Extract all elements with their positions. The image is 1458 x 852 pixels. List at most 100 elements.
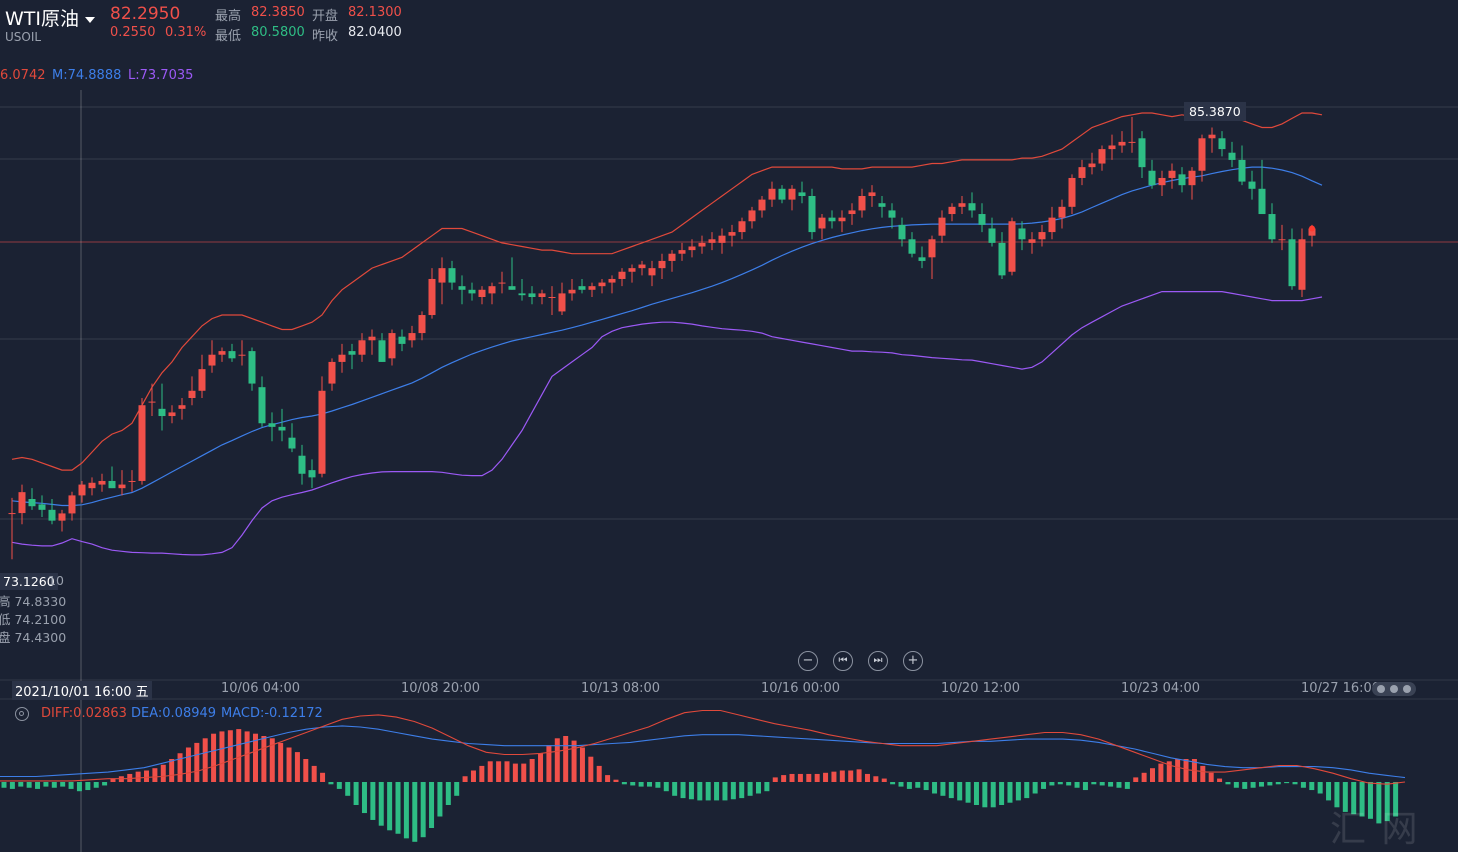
macd-bar: [1183, 759, 1189, 782]
macd-bar: [655, 782, 661, 788]
candle-body: [1078, 167, 1086, 178]
candle-body: [298, 455, 306, 474]
macd-bar: [1041, 782, 1047, 789]
macd-bar: [68, 782, 74, 789]
macd-bar: [185, 747, 191, 782]
macd-bar: [1208, 772, 1214, 782]
x-axis-label: 10/27 16:00: [1301, 681, 1381, 696]
candle-body: [368, 336, 376, 341]
macd-bar: [831, 771, 837, 782]
macd-bar: [873, 776, 879, 782]
macd-bar: [772, 777, 778, 782]
candle-body: [1268, 214, 1276, 240]
macd-bar: [621, 782, 627, 785]
macd-bar: [814, 773, 820, 782]
candle-body: [608, 278, 616, 283]
candle-body: [68, 495, 76, 514]
macd-bar: [1200, 765, 1206, 782]
macd-bar: [43, 782, 49, 787]
macd-bar: [1099, 782, 1105, 786]
ohlc-high: 高 74.8330: [0, 594, 67, 609]
candle-body: [928, 239, 936, 258]
price-change-percent: 0.31%: [165, 25, 207, 40]
candle-body: [138, 405, 146, 481]
macd-bar: [1, 782, 7, 788]
macd-bar: [529, 759, 535, 782]
candle-body: [618, 271, 626, 279]
candle-body: [768, 188, 776, 200]
candle-body: [578, 286, 586, 290]
macd-bar: [1007, 782, 1013, 803]
candle-body: [508, 286, 516, 290]
zoom-out-button[interactable]: −: [798, 651, 818, 671]
x-axis-label: 10/20 12:00: [941, 681, 1021, 696]
candle-body: [808, 196, 816, 233]
macd-bar: [1082, 782, 1088, 791]
candle-body: [958, 203, 966, 207]
candle-body: [588, 286, 596, 290]
macd-bar: [278, 742, 284, 782]
candle-body: [988, 228, 996, 243]
macd-bar: [370, 782, 376, 820]
candle-body: [628, 268, 636, 272]
macd-bar: [429, 782, 435, 828]
boll-mid-label: M:74.8888: [52, 68, 122, 83]
zoom-in-button[interactable]: +: [903, 651, 923, 671]
macd-bar: [18, 782, 24, 787]
diff-line: [0, 709, 1406, 785]
candle-body: [478, 289, 486, 297]
macd-bar: [755, 782, 761, 794]
macd-bar: [1351, 782, 1357, 815]
candle-body: [908, 239, 916, 254]
macd-bar: [764, 782, 770, 792]
macd-bar: [940, 782, 946, 796]
open-label: 开盘: [312, 9, 339, 24]
macd-bar: [797, 773, 803, 782]
instrument-title[interactable]: WTI原油: [5, 4, 95, 31]
candle-body: [1128, 141, 1136, 143]
macd-bar: [990, 782, 996, 808]
last-price-dot: [1309, 225, 1315, 232]
macd-bar: [1334, 782, 1340, 808]
candle-body: [938, 217, 946, 236]
macd-bar: [1233, 782, 1239, 788]
candle-body: [698, 242, 706, 247]
candle-body: [758, 199, 766, 211]
macd-bar: [1342, 782, 1348, 812]
candle-body: [1048, 217, 1056, 233]
macd-bar: [1116, 782, 1122, 788]
scroll-right-button[interactable]: ⏭: [868, 651, 888, 671]
scroll-left-button[interactable]: ⏮: [833, 651, 853, 671]
candle-body: [108, 480, 116, 489]
macd-bar: [1225, 782, 1231, 785]
macd-bar: [454, 782, 460, 796]
macd-bar: [303, 759, 309, 782]
more-options-button[interactable]: [1372, 682, 1416, 696]
macd-settings-icon[interactable]: [15, 707, 29, 721]
candle-body: [838, 217, 846, 222]
macd-bar: [437, 782, 443, 817]
candle-body: [428, 278, 436, 316]
macd-bar: [571, 740, 577, 782]
dropdown-caret-icon[interactable]: [85, 16, 95, 23]
candle-body: [898, 224, 906, 240]
macd-bar: [1158, 763, 1164, 782]
macd-bar: [1292, 782, 1298, 785]
macd-bar: [973, 782, 979, 805]
candle-body: [778, 188, 786, 200]
candle-body: [448, 268, 456, 283]
candle-body: [118, 484, 126, 489]
candle-body: [1188, 170, 1196, 186]
candle-body: [798, 192, 806, 196]
macd-bar: [336, 782, 342, 789]
macd-bar: [672, 782, 678, 796]
macd-bar: [76, 782, 82, 792]
boll-lower-label: L:73.7035: [128, 68, 194, 83]
macd-bar: [605, 775, 611, 782]
candle-body: [1148, 170, 1156, 186]
macd-bar: [135, 771, 141, 782]
candle-body: [1178, 174, 1186, 186]
macd-bar: [890, 782, 896, 785]
x-axis-label: 10/23 04:00: [1121, 681, 1201, 696]
